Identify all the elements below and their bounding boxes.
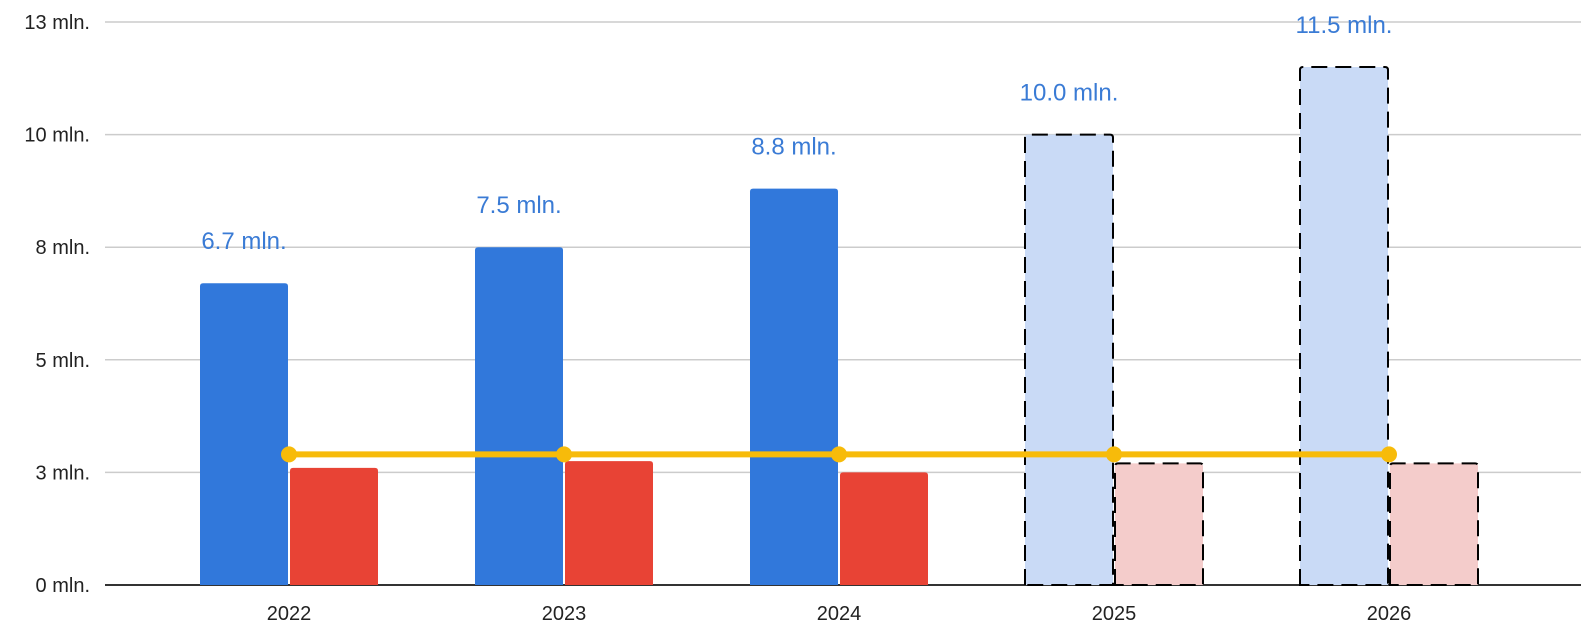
- bar-series-1: [475, 247, 563, 585]
- x-tick-label: 2026: [1367, 603, 1412, 625]
- data-label: 10.0 mln.: [1020, 80, 1119, 107]
- bar-series-2: [840, 472, 928, 585]
- y-tick-label: 8 mln.: [36, 237, 90, 259]
- y-tick-label: 0 mln.: [36, 575, 90, 597]
- data-label: 7.5 mln.: [476, 192, 561, 219]
- line-point: [1381, 446, 1397, 463]
- bar-series-2: [565, 461, 653, 585]
- y-tick-label: 3 mln.: [36, 462, 90, 484]
- bar-series-2: [290, 467, 378, 585]
- x-tick-label: 2022: [267, 603, 312, 625]
- bar-series-1: [1299, 66, 1389, 586]
- bar-series-1: [750, 188, 838, 585]
- y-tick-label: 13 mln.: [24, 12, 90, 34]
- data-label: 11.5 mln.: [1296, 12, 1393, 39]
- line-point: [556, 446, 572, 463]
- y-tick-label: 5 mln.: [36, 350, 90, 372]
- data-label: 6.7 mln.: [201, 228, 286, 255]
- line-point: [281, 446, 297, 463]
- bar-series-2: [1114, 462, 1204, 586]
- y-tick-label: 10 mln.: [24, 125, 90, 147]
- x-tick-label: 2024: [817, 603, 862, 625]
- x-tick-label: 2025: [1092, 603, 1137, 625]
- bar-series-1: [1024, 133, 1114, 586]
- data-label: 8.8 mln.: [751, 134, 836, 161]
- line-point: [1106, 446, 1122, 463]
- line-point: [831, 446, 847, 463]
- bar-series-2: [1389, 462, 1479, 586]
- bar-series-1: [200, 283, 288, 585]
- x-tick-label: 2023: [542, 603, 587, 625]
